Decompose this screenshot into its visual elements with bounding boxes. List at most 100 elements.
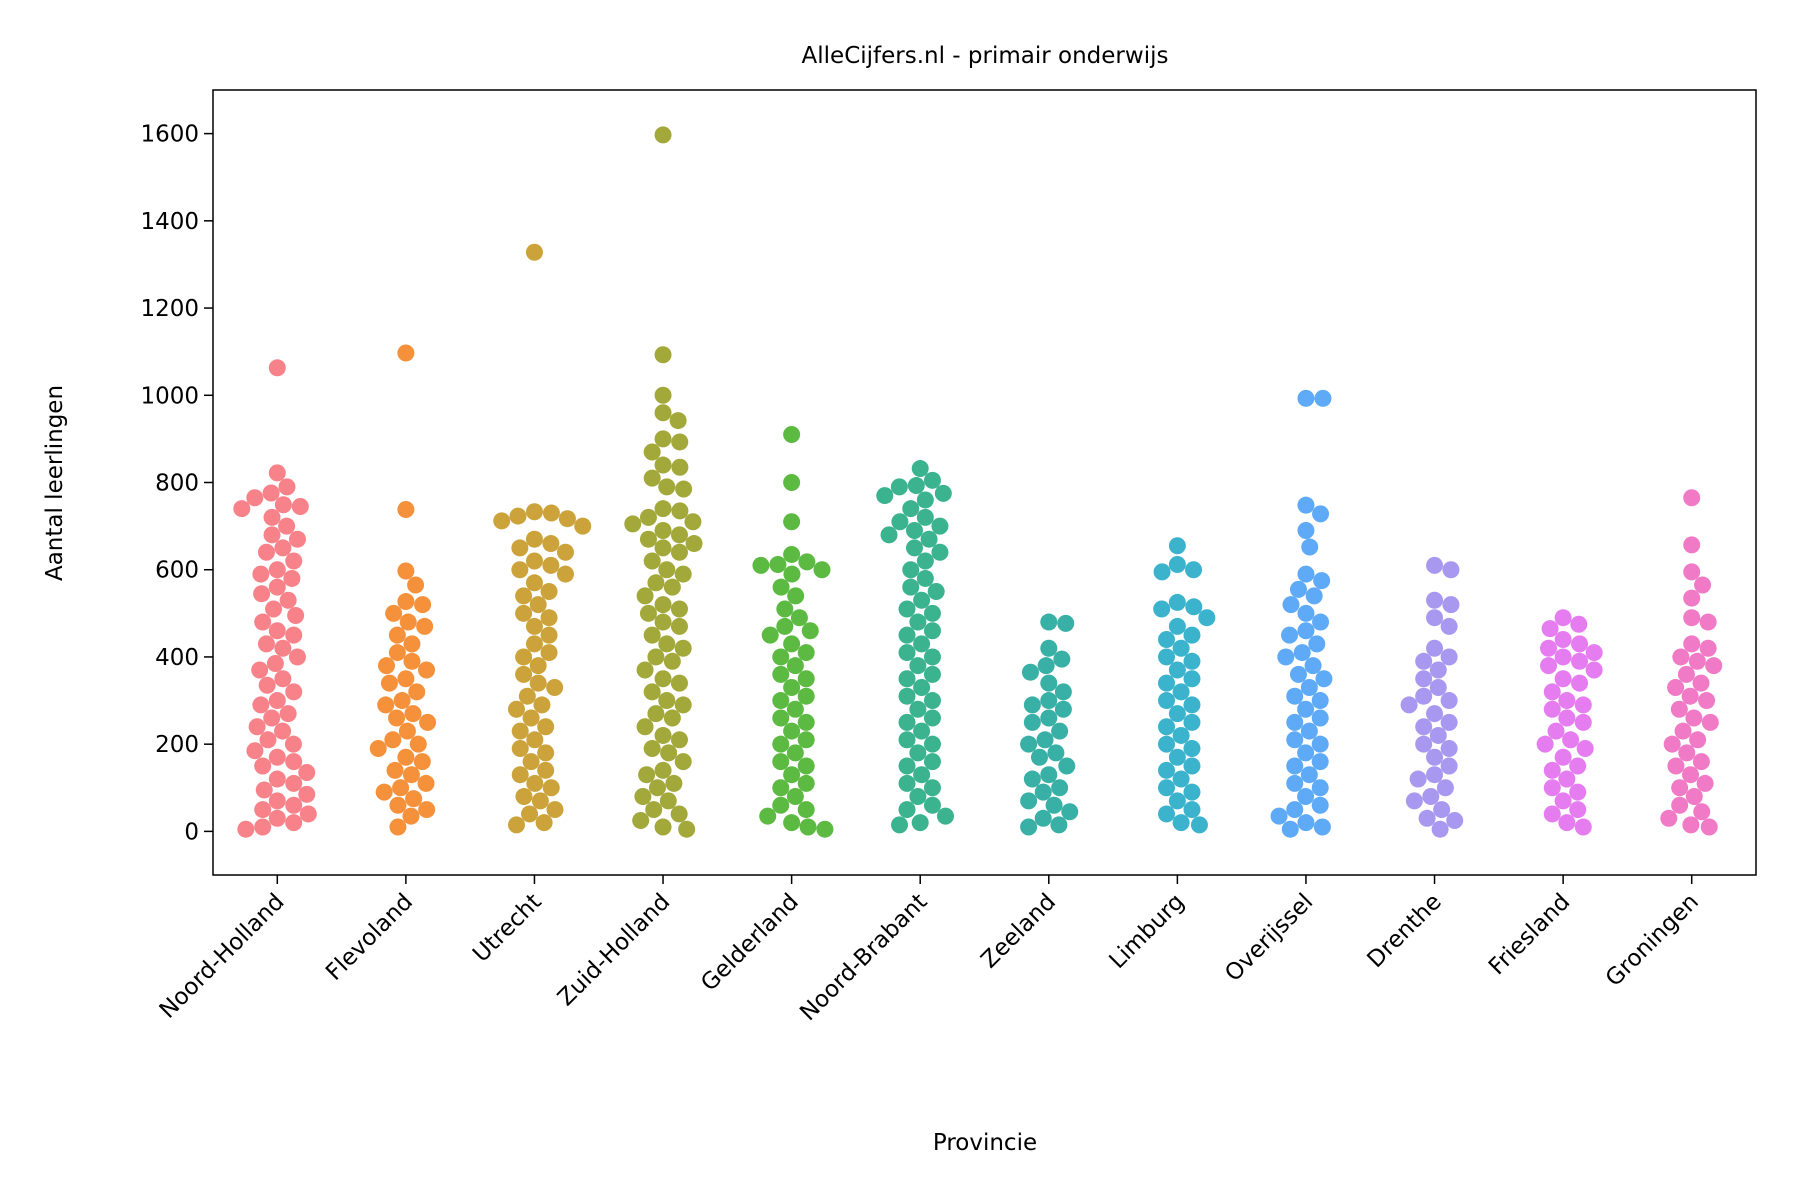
point	[1158, 692, 1176, 710]
point	[783, 814, 801, 832]
point	[923, 665, 941, 683]
point	[418, 661, 436, 679]
point	[299, 805, 317, 823]
point	[1705, 657, 1723, 675]
point	[636, 718, 654, 736]
x-axis-label: Provincie	[933, 1130, 1037, 1156]
point	[546, 678, 564, 696]
point	[1554, 670, 1572, 688]
point	[772, 692, 790, 710]
point	[1030, 748, 1048, 766]
point	[1282, 596, 1300, 614]
point	[920, 530, 938, 548]
point	[772, 648, 790, 666]
point	[636, 661, 654, 679]
point	[254, 613, 272, 631]
point	[1183, 757, 1201, 775]
point	[246, 742, 264, 760]
point	[405, 790, 423, 808]
point	[1442, 561, 1460, 579]
point	[675, 480, 693, 498]
point	[937, 807, 955, 825]
point	[402, 766, 420, 784]
point	[654, 539, 672, 557]
point	[1536, 735, 1554, 753]
point	[257, 543, 275, 561]
point	[923, 735, 941, 753]
point	[515, 788, 533, 805]
point	[1682, 816, 1700, 834]
point	[1158, 805, 1176, 823]
point	[397, 501, 415, 519]
point	[1683, 635, 1701, 653]
point	[1543, 761, 1561, 779]
point	[507, 700, 525, 718]
point	[386, 761, 404, 779]
point	[909, 613, 927, 631]
point	[1297, 814, 1315, 832]
point	[274, 670, 292, 688]
point	[783, 426, 801, 444]
point	[1313, 572, 1331, 590]
point	[891, 816, 909, 834]
point	[654, 126, 672, 144]
point	[288, 530, 306, 548]
point	[783, 474, 801, 491]
point	[254, 757, 272, 775]
point	[923, 709, 941, 727]
point	[1172, 683, 1190, 701]
point	[923, 692, 941, 710]
point	[923, 604, 941, 622]
point	[507, 816, 525, 834]
point	[786, 788, 804, 805]
point	[522, 709, 540, 727]
point	[1286, 801, 1304, 819]
point	[1286, 687, 1304, 705]
point	[414, 596, 432, 614]
point	[1020, 735, 1038, 753]
point	[761, 626, 779, 644]
point	[1571, 674, 1589, 692]
y-tick-label: 0	[184, 819, 199, 845]
point	[1051, 722, 1069, 740]
point	[1281, 626, 1299, 644]
point	[923, 648, 941, 666]
point	[643, 443, 661, 461]
point	[1301, 538, 1319, 556]
point	[654, 346, 672, 364]
point	[769, 555, 787, 573]
point	[521, 805, 539, 823]
point	[397, 748, 415, 766]
point	[537, 761, 555, 779]
point	[1694, 576, 1712, 594]
point	[670, 674, 688, 692]
point	[797, 774, 815, 792]
point	[1585, 661, 1603, 679]
point	[1554, 631, 1572, 648]
point	[1415, 687, 1433, 705]
point	[518, 687, 536, 705]
point	[898, 670, 916, 688]
point	[274, 496, 292, 514]
point	[1558, 692, 1576, 710]
point	[1569, 757, 1587, 775]
point	[1571, 652, 1589, 670]
point	[377, 657, 395, 675]
point	[1543, 779, 1561, 797]
point	[1426, 556, 1444, 574]
point	[1034, 809, 1052, 827]
point	[1660, 809, 1678, 827]
point	[1562, 731, 1580, 749]
point	[525, 530, 543, 548]
point	[1308, 635, 1326, 653]
point	[525, 552, 543, 570]
point	[909, 657, 927, 675]
point	[898, 626, 916, 644]
point	[783, 635, 801, 653]
point	[380, 674, 398, 692]
point	[1429, 726, 1447, 744]
point	[1674, 722, 1692, 740]
point	[417, 774, 435, 792]
point	[278, 517, 296, 535]
